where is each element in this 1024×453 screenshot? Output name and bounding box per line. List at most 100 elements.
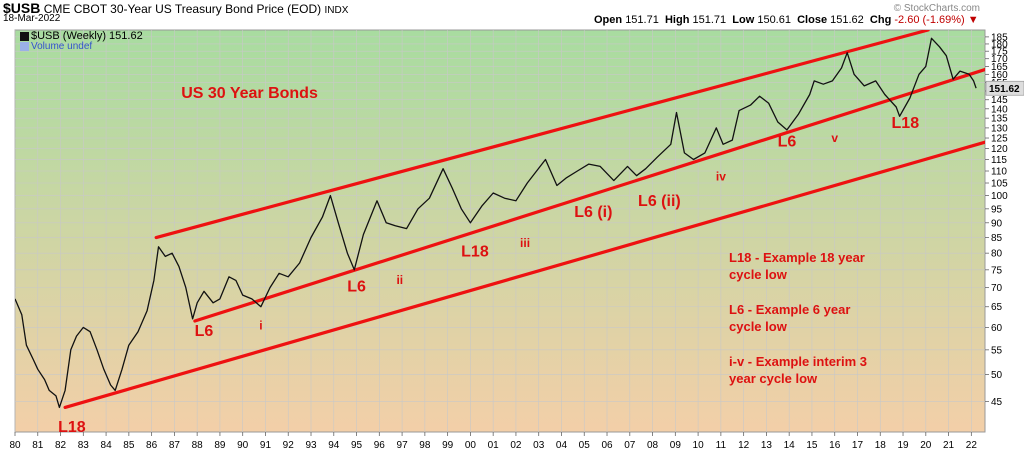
legend-note-line: L18 - Example 18 year bbox=[729, 250, 865, 265]
volume-legend-label: Volume undef bbox=[31, 41, 93, 52]
x-tick-label: 12 bbox=[738, 440, 750, 451]
chart-header-title: $USB CME CBOT 30-Year US Treasury Bond P… bbox=[3, 0, 348, 16]
series-legend-label: $USB (Weekly) 151.62 bbox=[31, 30, 143, 42]
x-tick-label: 10 bbox=[693, 440, 705, 451]
x-tick-label: 83 bbox=[78, 440, 90, 451]
cycle-label: L18 bbox=[461, 243, 489, 260]
x-tick-label: 13 bbox=[761, 440, 773, 451]
close-value: 151.62 bbox=[830, 14, 864, 26]
x-tick-label: 97 bbox=[397, 440, 409, 451]
x-tick-label: 98 bbox=[419, 440, 431, 451]
low-value: 150.61 bbox=[757, 14, 791, 26]
y-tick-label: 80 bbox=[991, 249, 1003, 260]
y-tick-label: 135 bbox=[991, 114, 1008, 125]
x-tick-label: 22 bbox=[966, 440, 978, 451]
y-tick-label: 160 bbox=[991, 70, 1008, 81]
x-tick-label: 90 bbox=[237, 440, 249, 451]
y-tick-label: 60 bbox=[991, 323, 1003, 334]
cycle-label: L6 bbox=[347, 278, 366, 295]
cycle-label: L6 bbox=[778, 133, 797, 150]
x-tick-label: 18 bbox=[875, 440, 887, 451]
chg-label: Chg bbox=[869, 14, 892, 26]
x-tick-label: 95 bbox=[351, 440, 363, 451]
y-tick-label: 75 bbox=[991, 265, 1003, 276]
x-tick-label: 14 bbox=[784, 440, 796, 451]
x-tick-label: 20 bbox=[920, 440, 932, 451]
y-tick-label: 50 bbox=[991, 370, 1003, 381]
y-tick-label: 70 bbox=[991, 283, 1003, 294]
x-tick-label: 94 bbox=[328, 440, 340, 451]
x-tick-label: 96 bbox=[374, 440, 386, 451]
x-tick-label: 17 bbox=[852, 440, 864, 451]
y-tick-label: 165 bbox=[991, 62, 1008, 73]
y-tick-label: 45 bbox=[991, 397, 1003, 408]
y-tick-label: 55 bbox=[991, 345, 1003, 356]
legend-note-line: i-v - Example interim 3 bbox=[729, 354, 867, 369]
price-series bbox=[15, 37, 977, 409]
y-tick-label: 170 bbox=[991, 54, 1008, 65]
ticker-symbol: $USB bbox=[3, 0, 41, 16]
legend-note-line: cycle low bbox=[729, 267, 788, 282]
y-tick-label: 185 bbox=[991, 32, 1008, 43]
volume-legend: Volume undef bbox=[20, 41, 92, 52]
open-label: Open bbox=[594, 14, 623, 26]
x-tick-label: 82 bbox=[55, 440, 67, 451]
legend-note-line: L6 - Example 6 year bbox=[729, 302, 850, 317]
stockcharts-credit: © StockCharts.com bbox=[893, 3, 980, 14]
y-tick-label: 175 bbox=[991, 47, 1008, 58]
chart-date: 18-Mar-2022 bbox=[3, 13, 61, 24]
last-value-box bbox=[985, 80, 1024, 96]
y-tick-label: 140 bbox=[991, 104, 1008, 115]
low-label: Low bbox=[732, 14, 755, 26]
last-value-label: 151.62 bbox=[989, 84, 1020, 95]
trend-channel-lines bbox=[63, 30, 985, 410]
x-tick-label: 84 bbox=[101, 440, 113, 451]
y-tick-label: 115 bbox=[991, 155, 1007, 166]
x-tick-label: 21 bbox=[943, 440, 955, 451]
down-arrow-icon: ▼ bbox=[964, 14, 979, 26]
y-tick-label: 125 bbox=[991, 134, 1008, 145]
y-tick-label: 105 bbox=[991, 179, 1008, 190]
cycle-label: ii bbox=[396, 273, 403, 287]
price-line bbox=[15, 37, 977, 409]
cycle-label: L18 bbox=[58, 419, 86, 436]
cycle-label: v bbox=[831, 131, 838, 145]
plot-background bbox=[14, 29, 986, 433]
high-value: 151.71 bbox=[692, 14, 727, 26]
x-tick-label: 85 bbox=[123, 440, 135, 451]
cycle-label: L6 (ii) bbox=[638, 193, 681, 210]
cycle-label: L6 bbox=[195, 323, 214, 340]
cycle-label: L6 (i) bbox=[574, 204, 612, 221]
legend-notes: L18 - Example 18 year cycle low L6 - Examp… bbox=[729, 250, 867, 386]
x-axis: 80 81 82 83 84 85 86 87 88 89 90 91 92 93 94 95 96 97 98 99… bbox=[9, 432, 977, 451]
y-tick-label: 110 bbox=[991, 167, 1007, 178]
x-tick-label: 88 bbox=[192, 440, 204, 451]
legend-note-line: cycle low bbox=[729, 319, 788, 334]
cycle-label: L18 bbox=[892, 115, 920, 132]
open-value: 151.71 bbox=[625, 14, 659, 26]
x-tick-label: 08 bbox=[647, 440, 659, 451]
last-value-marker: 151.62 bbox=[985, 80, 1024, 96]
cycle-label: iii bbox=[520, 236, 530, 250]
chg-value: -2.60 (-1.69%) bbox=[894, 14, 965, 26]
x-tick-label: 16 bbox=[829, 440, 841, 451]
channel-line-lower bbox=[63, 140, 985, 410]
y-tick-label: 90 bbox=[991, 218, 1003, 229]
legend-note-line: year cycle low bbox=[729, 371, 818, 386]
exchange-label: INDX bbox=[324, 5, 349, 16]
x-tick-label: 11 bbox=[716, 440, 727, 451]
y-tick-label: 130 bbox=[991, 123, 1008, 134]
x-tick-label: 02 bbox=[510, 440, 522, 451]
y-tick-label: 100 bbox=[991, 191, 1008, 202]
x-tick-label: 03 bbox=[533, 440, 545, 451]
x-tick-label: 04 bbox=[556, 440, 568, 451]
x-tick-label: 07 bbox=[624, 440, 636, 451]
y-tick-label: 95 bbox=[991, 204, 1003, 215]
x-tick-label: 89 bbox=[214, 440, 226, 451]
ticker-description: CME CBOT 30-Year US Treasury Bond Price … bbox=[43, 2, 322, 16]
channel-line-middle bbox=[193, 67, 985, 323]
y-tick-label: 85 bbox=[991, 233, 1003, 244]
x-tick-label: 87 bbox=[169, 440, 181, 451]
y-tick-label: 145 bbox=[991, 95, 1008, 106]
